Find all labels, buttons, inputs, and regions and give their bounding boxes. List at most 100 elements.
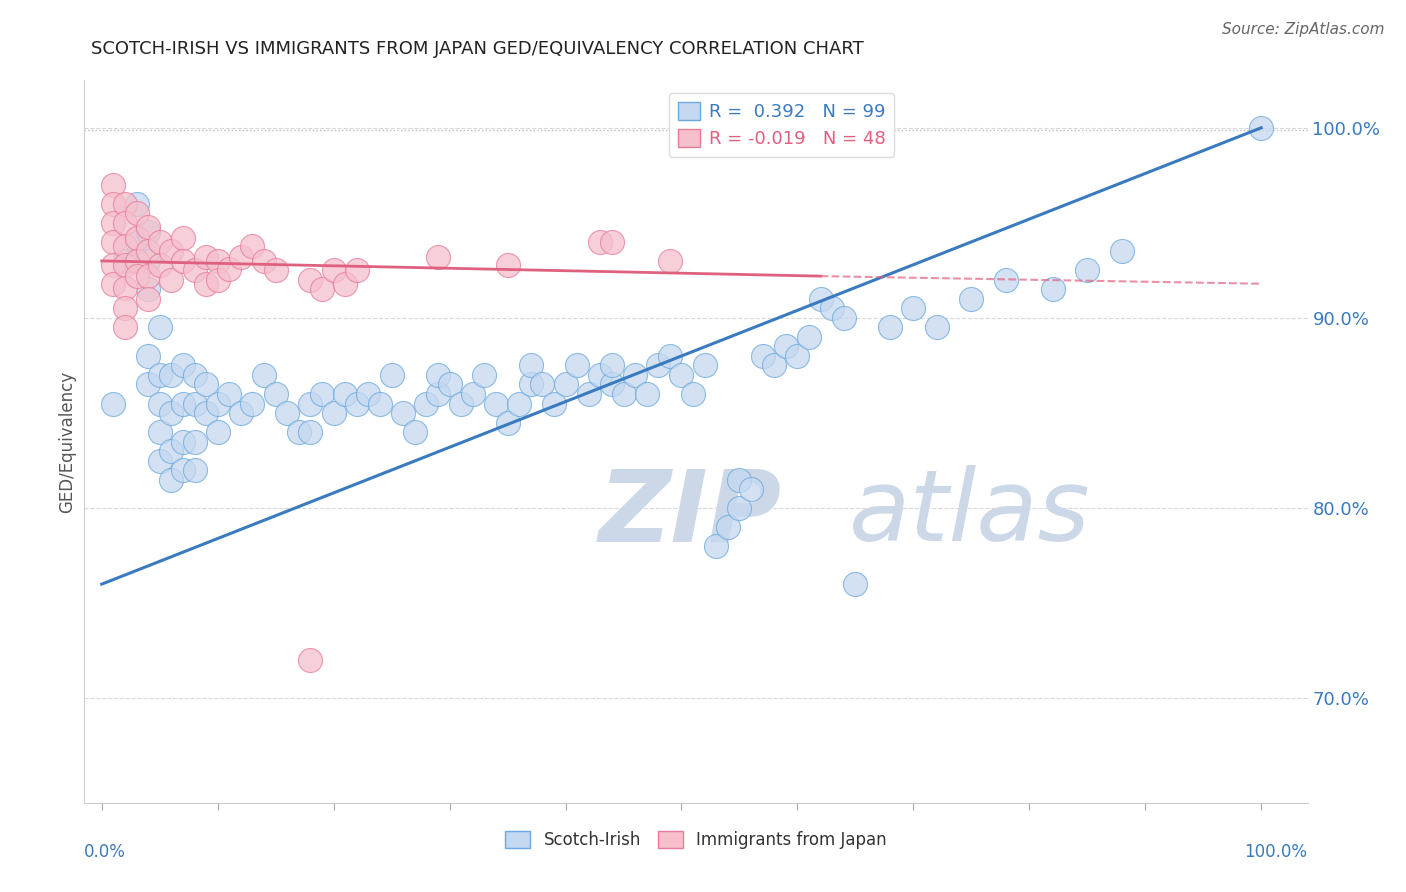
Point	[160, 368, 183, 382]
Point	[751, 349, 773, 363]
Point	[543, 396, 565, 410]
Point	[229, 250, 252, 264]
Point	[636, 387, 658, 401]
Point	[728, 473, 751, 487]
Point	[114, 280, 136, 294]
Point	[183, 396, 205, 410]
Point	[600, 377, 623, 392]
Point	[682, 387, 704, 401]
Point	[600, 359, 623, 373]
Point	[427, 250, 450, 264]
Point	[381, 368, 404, 382]
Point	[172, 463, 194, 477]
Point	[229, 406, 252, 420]
Point	[600, 235, 623, 249]
Point	[578, 387, 600, 401]
Text: 100.0%: 100.0%	[1244, 843, 1308, 861]
Point	[844, 577, 866, 591]
Point	[925, 320, 948, 334]
Point	[728, 501, 751, 516]
Point	[218, 261, 240, 276]
Point	[554, 377, 576, 392]
Point	[299, 653, 322, 667]
Point	[195, 250, 218, 264]
Point	[172, 396, 194, 410]
Point	[299, 273, 322, 287]
Point	[253, 368, 276, 382]
Point	[160, 273, 183, 287]
Point	[103, 178, 125, 192]
Point	[253, 253, 276, 268]
Point	[775, 339, 797, 353]
Point	[207, 273, 229, 287]
Point	[183, 368, 205, 382]
Point	[322, 406, 344, 420]
Point	[276, 406, 298, 420]
Point	[195, 406, 218, 420]
Point	[346, 396, 368, 410]
Point	[322, 263, 344, 277]
Point	[172, 359, 194, 373]
Point	[242, 238, 264, 252]
Point	[612, 387, 634, 401]
Point	[103, 396, 125, 410]
Point	[103, 216, 125, 230]
Point	[589, 235, 612, 249]
Point	[658, 349, 681, 363]
Point	[136, 349, 159, 363]
Point	[461, 387, 484, 401]
Point	[693, 359, 716, 373]
Point	[474, 368, 496, 382]
Point	[717, 520, 740, 534]
Point	[207, 396, 229, 410]
Point	[125, 197, 148, 211]
Point	[114, 258, 136, 272]
Point	[242, 396, 264, 410]
Point	[427, 387, 450, 401]
Point	[172, 231, 194, 245]
Point	[264, 387, 287, 401]
Point	[183, 463, 205, 477]
Point	[496, 416, 519, 430]
Point	[207, 253, 229, 268]
Point	[195, 277, 218, 291]
Point	[114, 301, 136, 316]
Point	[832, 310, 855, 325]
Point	[172, 434, 194, 449]
Point	[1250, 120, 1272, 135]
Point	[508, 396, 530, 410]
Point	[125, 253, 148, 268]
Point	[207, 425, 229, 439]
Point	[335, 387, 357, 401]
Point	[786, 349, 808, 363]
Y-axis label: GED/Equivalency: GED/Equivalency	[58, 370, 76, 513]
Point	[195, 377, 218, 392]
Point	[740, 482, 762, 496]
Point	[103, 258, 125, 272]
Point	[103, 277, 125, 291]
Point	[114, 320, 136, 334]
Point	[114, 253, 136, 268]
Point	[763, 359, 786, 373]
Point	[647, 359, 669, 373]
Point	[565, 359, 588, 373]
Point	[311, 387, 333, 401]
Point	[335, 277, 357, 291]
Text: SCOTCH-IRISH VS IMMIGRANTS FROM JAPAN GED/EQUIVALENCY CORRELATION CHART: SCOTCH-IRISH VS IMMIGRANTS FROM JAPAN GE…	[91, 40, 865, 58]
Point	[392, 406, 415, 420]
Point	[439, 377, 461, 392]
Point	[125, 206, 148, 220]
Point	[136, 377, 159, 392]
Point	[136, 226, 159, 240]
Point	[136, 292, 159, 306]
Point	[960, 292, 983, 306]
Point	[160, 444, 183, 458]
Point	[136, 219, 159, 234]
Point	[136, 282, 159, 296]
Point	[879, 320, 901, 334]
Text: Source: ZipAtlas.com: Source: ZipAtlas.com	[1222, 22, 1385, 37]
Text: ZIP: ZIP	[598, 466, 782, 562]
Point	[797, 330, 820, 344]
Point	[1076, 263, 1098, 277]
Point	[357, 387, 380, 401]
